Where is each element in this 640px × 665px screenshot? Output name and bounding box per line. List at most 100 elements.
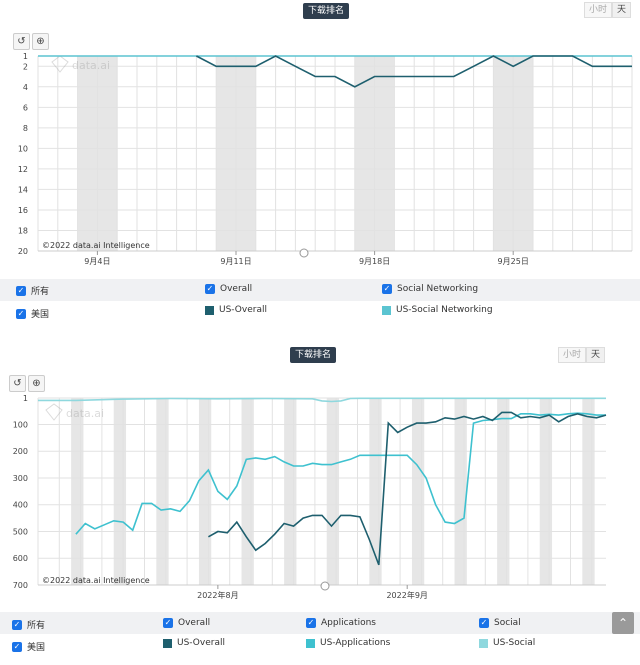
x-axis-ticks: 9月4日 9月11日 9月18日 9月25日 [84,251,529,266]
x-tick-label: 2022年9月 [386,590,427,600]
legend-item-overall[interactable]: ✓ Overall [205,284,253,294]
series-swatch [382,305,391,315]
series-line-us-overall [196,55,632,88]
y-tick-label: 600 [13,554,28,563]
legend-row-filters: ✓ 所有 ✓ Overall ✓ Applications ✓ Social [0,612,640,634]
y-axis-ticks: 1 100 200 300 400 500 600 700 [13,394,28,590]
y-tick-label: 300 [13,474,28,483]
grid-lines [37,55,633,252]
y-tick-label: 14 [18,185,28,194]
legend-item-social[interactable]: ✓ Social [479,618,521,628]
chart-panel-1: 下载排名 小时 天 ↺ ⊕ data.ai 1 2 4 6 8 10 12 14 16 18 20 … [0,0,640,325]
legend-item-overall[interactable]: ✓ Overall [163,618,211,628]
checkbox-icon[interactable]: ✓ [479,618,489,628]
download-rank-button[interactable]: 下载排名 [303,3,350,19]
weekend-band [113,398,127,585]
y-tick-label: 400 [13,501,28,510]
legend-item-us-applications[interactable]: US-Applications [306,638,390,648]
legend-item-us-overall[interactable]: US-Overall [163,638,225,648]
legend-item-social-networking[interactable]: ✓ Social Networking [382,284,479,294]
weekend-band [497,398,510,585]
series-line-us-social [38,397,606,403]
y-tick-label: 6 [23,103,28,112]
x-tick-label: 9月11日 [220,257,251,266]
legend-item-us-overall[interactable]: US-Overall [205,305,267,315]
y-tick-label: 1 [23,394,28,403]
watermark-logo: data.ai [45,403,104,421]
unit-hour-button[interactable]: 小时 [584,2,613,18]
y-tick-label: 12 [18,165,28,174]
series-lines [38,55,632,88]
weekend-band [326,398,340,585]
y-tick-label: 18 [18,226,28,235]
weekend-band [284,398,297,585]
weekend-band [198,398,212,585]
legend-row-series: ✓ 美国 US-Overall US-Social Networking [0,301,640,323]
x-tick-label: 9月25日 [498,257,529,266]
checkbox-icon[interactable]: ✓ [163,618,173,628]
zoom-icon[interactable]: ⊕ [28,375,45,392]
checkbox-icon[interactable]: ✓ [16,285,26,296]
weekend-band [241,398,254,585]
x-tick-label: 9月18日 [359,257,390,266]
time-unit-toggle: 小时 天 [558,347,606,363]
legend-row-filters: ✓ 所有 ✓ Overall ✓ Social Networking [0,279,640,301]
series-line-us-overall [208,411,607,566]
checkbox-icon[interactable]: ✓ [12,619,22,630]
download-rank-button[interactable]: 下载排名 [290,347,337,363]
copyright-text: ©2022 data.ai Intelligence [42,576,150,585]
checkbox-icon[interactable]: ✓ [306,618,316,628]
weekend-bands [71,398,595,585]
series-swatch [205,305,214,315]
y-tick-label: 2 [23,62,28,71]
checkbox-icon[interactable]: ✓ [16,308,26,319]
series-lines [38,397,607,566]
legend-item-all[interactable]: ✓ 所有 [12,619,46,631]
checkbox-icon[interactable]: ✓ [205,284,215,294]
legend-row-series: ✓ 美国 US-Overall US-Applications US-Social [0,634,640,656]
unit-hour-button[interactable]: 小时 [558,347,587,363]
unit-day-button[interactable]: 天 [612,2,632,18]
y-tick-label: 4 [23,83,28,92]
diamond-logo-icon [45,403,63,421]
diamond-logo-icon [51,55,69,73]
y-tick-label: 1 [23,52,28,61]
legend-item-us[interactable]: ✓ 美国 [16,308,50,320]
watermark-text: data.ai [66,407,104,420]
scroll-to-top-button[interactable]: ⌃ [612,612,634,634]
y-tick-label: 20 [18,247,28,256]
legend-item-applications[interactable]: ✓ Applications [306,618,376,628]
checkbox-icon[interactable]: ✓ [382,284,392,294]
weekend-bands [77,56,533,251]
chart-1-plot: data.ai 12 4 6 8 10 12 14 16 18 20 9月4日 9月11日 9月18日… [18,52,633,266]
legend-item-all[interactable]: ✓ 所有 [16,285,50,297]
series-swatch [163,638,172,648]
y-tick-label: 200 [13,447,28,456]
x-tick-label: 2022年8月 [197,590,238,600]
y-tick-label: 8 [23,124,28,133]
weekend-band [411,398,425,585]
scroll-handle[interactable] [320,581,330,591]
series-swatch [479,638,488,648]
unit-day-button[interactable]: 天 [586,347,606,363]
legend-item-us-social[interactable]: US-Social [479,638,535,648]
x-axis-ticks: 2022年8月 2022年9月 [197,585,428,600]
y-axis-ticks: 12 4 6 8 10 12 14 16 18 20 [18,52,28,256]
watermark-text: data.ai [72,59,110,72]
y-tick-label: 700 [13,581,28,590]
y-tick-label: 10 [18,144,28,153]
x-tick-label: 9月4日 [84,257,110,266]
weekend-band [539,398,553,585]
reset-zoom-icon[interactable]: ↺ [13,33,30,50]
reset-zoom-icon[interactable]: ↺ [9,375,26,392]
legend-item-us[interactable]: ✓ 美国 [12,641,46,653]
legend-item-us-social-networking[interactable]: US-Social Networking [382,305,493,315]
time-unit-toggle: 小时 天 [584,2,632,18]
weekend-band [454,398,467,585]
y-tick-label: 500 [13,527,28,536]
scroll-handle[interactable] [299,248,309,258]
weekend-band [582,398,595,585]
checkbox-icon[interactable]: ✓ [12,641,22,652]
zoom-icon[interactable]: ⊕ [32,33,49,50]
